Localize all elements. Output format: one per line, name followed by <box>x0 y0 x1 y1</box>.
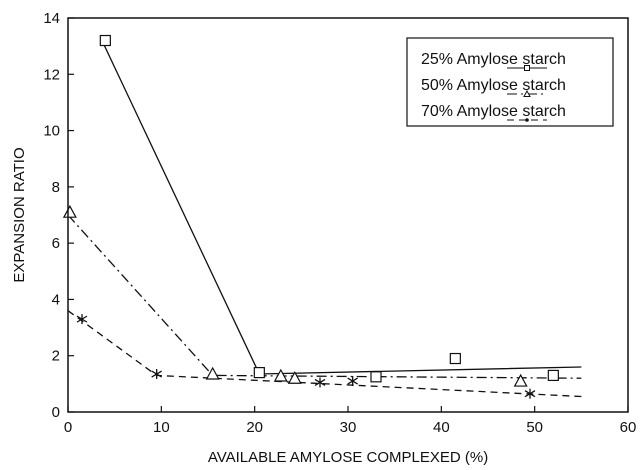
y-tick-label: 10 <box>43 123 60 140</box>
x-axis-label: AVAILABLE AMYLOSE COMPLEXED (%) <box>208 449 488 466</box>
y-tick-label: 6 <box>52 235 60 252</box>
data-point-square <box>370 371 382 383</box>
asterisk-stroke <box>76 315 88 323</box>
legend-label: 50% Amylose starch <box>421 77 566 94</box>
data-point-asterisk <box>314 377 326 388</box>
data-point-triangle <box>273 368 288 382</box>
data-point-asterisk <box>347 376 359 387</box>
series-line-1 <box>67 214 582 379</box>
y-tick-label: 14 <box>43 10 60 27</box>
x-tick-label: 50 <box>526 419 543 436</box>
legend: 25% Amylose starch 50% Amylose starch 70% … <box>406 37 614 127</box>
x-tick-label: 60 <box>620 419 637 436</box>
data-point-triangle <box>205 366 220 380</box>
data-point-asterisk <box>524 388 536 399</box>
data-point-square <box>449 352 461 365</box>
data-point-triangle <box>513 373 528 387</box>
asterisk-stroke <box>347 377 359 385</box>
y-axis-label: EXPANSION RATIO <box>11 147 28 282</box>
x-tick-label: 10 <box>153 419 170 436</box>
y-tick-label: 0 <box>52 404 60 421</box>
data-point-triangle <box>287 370 302 384</box>
x-tick-label: 20 <box>246 419 263 436</box>
x-tick-label: 30 <box>340 419 357 436</box>
data-point-asterisk <box>151 369 163 380</box>
series-line-2 <box>67 310 582 398</box>
legend-marker <box>523 89 531 97</box>
y-tick-label: 12 <box>43 66 60 83</box>
data-points <box>62 34 559 399</box>
legend-label: 25% Amylose starch <box>421 51 566 68</box>
legend-marker <box>525 118 529 122</box>
data-point-asterisk <box>76 314 88 325</box>
y-tick-label: 4 <box>52 291 60 308</box>
asterisk-stroke <box>314 378 326 387</box>
data-point-square <box>253 367 265 379</box>
legend-box <box>406 37 614 127</box>
x-axis-ticks: 0 10 20 30 40 50 60 <box>64 406 637 436</box>
asterisk-stroke <box>524 390 536 398</box>
data-point-triangle <box>62 204 77 218</box>
data-point-square <box>99 34 111 47</box>
x-tick-label: 0 <box>64 419 72 436</box>
y-tick-label: 2 <box>52 348 60 365</box>
legend-label: 70% Amylose starch <box>421 103 566 120</box>
y-axis-ticks: 0 2 4 6 8 10 12 14 <box>43 10 74 421</box>
legend-marker <box>524 65 530 71</box>
x-tick-label: 40 <box>433 419 450 436</box>
y-tick-label: 8 <box>52 179 60 196</box>
data-point-square <box>547 369 559 382</box>
asterisk-stroke <box>151 370 163 378</box>
